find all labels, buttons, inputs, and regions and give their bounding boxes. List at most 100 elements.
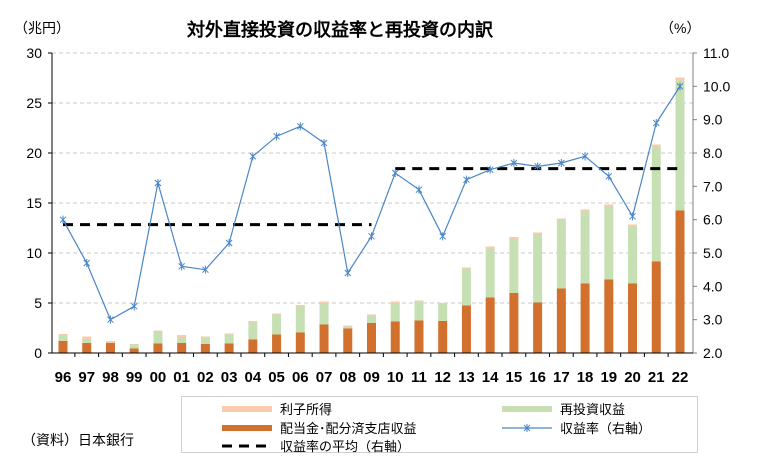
bar-segment-reinvest bbox=[675, 80, 685, 211]
bar-segment-dividend bbox=[319, 324, 329, 353]
x-axis-tick-label: 05 bbox=[268, 369, 285, 386]
bar-segment-reinvest bbox=[509, 239, 519, 293]
bar-segment-dividend bbox=[224, 343, 234, 353]
return-rate-point bbox=[249, 152, 257, 161]
left-axis-tick-label: 15 bbox=[26, 195, 42, 211]
bar-segment-reinvest bbox=[224, 334, 234, 344]
bar-segment-interest bbox=[580, 209, 590, 212]
x-axis-tick-label: 20 bbox=[624, 369, 641, 386]
bar-segment-dividend bbox=[580, 283, 590, 353]
return-rate-point bbox=[463, 175, 470, 184]
right-axis-tick-label: 6.0 bbox=[703, 212, 723, 228]
x-axis-tick-label: 03 bbox=[221, 369, 238, 386]
x-axis-tick-label: 02 bbox=[197, 369, 214, 386]
x-axis-tick-label: 21 bbox=[648, 369, 665, 386]
x-axis-tick-label: 04 bbox=[245, 369, 262, 386]
x-axis-tick-label: 08 bbox=[339, 369, 356, 386]
bar-segment-interest bbox=[675, 77, 685, 81]
legend-label: 利子所得 bbox=[280, 402, 333, 417]
bar-segment-reinvest bbox=[58, 336, 68, 341]
return-rate-point bbox=[629, 212, 636, 221]
return-rate-point bbox=[605, 172, 613, 181]
x-axis-tick-label: 22 bbox=[672, 369, 689, 386]
bar-segment-dividend bbox=[509, 293, 519, 353]
bar-segment-dividend bbox=[82, 343, 92, 353]
return-rate-point bbox=[296, 122, 304, 131]
left-axis-unit: （兆円） bbox=[14, 20, 70, 36]
right-axis-tick-label: 11.0 bbox=[703, 45, 729, 61]
bar-segment-reinvest bbox=[272, 314, 282, 335]
bar-segment-reinvest bbox=[248, 322, 258, 340]
x-axis-tick-label: 01 bbox=[173, 369, 190, 386]
source-note: （資料）日本銀行 bbox=[22, 432, 134, 448]
bar-segment-dividend bbox=[461, 305, 471, 353]
x-axis-tick-label: 09 bbox=[363, 369, 380, 386]
bar-segment-interest bbox=[651, 144, 661, 147]
bar-segment-interest bbox=[177, 335, 187, 337]
bar-segment-reinvest bbox=[153, 331, 163, 344]
bar-segment-dividend bbox=[248, 339, 258, 353]
bar-segment-interest bbox=[461, 267, 471, 269]
bar-segment-interest bbox=[129, 344, 139, 345]
bar-segment-reinvest bbox=[556, 219, 566, 289]
bar-segment-interest bbox=[485, 246, 495, 249]
x-axis-tick-label: 99 bbox=[126, 369, 143, 386]
x-axis-tick-label: 07 bbox=[316, 369, 333, 386]
return-rate-point bbox=[439, 232, 447, 241]
return-rate-point bbox=[415, 185, 423, 194]
x-axis-tick-label: 13 bbox=[458, 369, 475, 386]
legend-swatch-dividend bbox=[222, 424, 272, 431]
return-rate-point bbox=[130, 302, 138, 311]
bar-segment-reinvest bbox=[438, 304, 448, 321]
bar-segment-reinvest bbox=[533, 234, 543, 303]
bar-segment-reinvest bbox=[200, 337, 210, 344]
return-rate-point bbox=[202, 265, 209, 274]
bar-segment-dividend bbox=[105, 343, 115, 353]
legend-item-dividend: 配当金･配分済支店収益 bbox=[222, 418, 417, 437]
bar-segment-interest bbox=[82, 336, 92, 339]
return-rate-point bbox=[225, 239, 233, 247]
legend-swatch-rate bbox=[502, 423, 552, 433]
bar-segment-interest bbox=[343, 325, 353, 327]
return-rate-point bbox=[154, 179, 162, 187]
bar-segment-interest bbox=[367, 314, 376, 316]
bar-segment-dividend bbox=[272, 334, 282, 353]
bar-segment-interest bbox=[224, 333, 234, 335]
bar-segment-dividend bbox=[58, 341, 68, 353]
return-rate-point bbox=[676, 82, 684, 91]
legend-swatch-average bbox=[222, 441, 272, 451]
bar-segment-dividend bbox=[414, 320, 424, 353]
bar-segment-interest bbox=[272, 313, 282, 315]
bar-segment-dividend bbox=[177, 343, 187, 353]
x-axis-tick-label: 97 bbox=[78, 369, 95, 386]
legend-item-reinvest: 再投資収益 bbox=[502, 399, 625, 418]
return-rate-point bbox=[59, 215, 67, 224]
legend-swatch-reinvest bbox=[502, 405, 552, 412]
right-axis-tick-label: 4.0 bbox=[703, 278, 723, 294]
bar-segment-dividend bbox=[651, 261, 661, 353]
bar-segment-reinvest bbox=[628, 226, 638, 284]
x-axis-tick-label: 06 bbox=[292, 369, 309, 386]
legend-label: 収益率（右軸） bbox=[560, 421, 652, 436]
x-axis-tick-label: 16 bbox=[529, 369, 546, 386]
x-axis-tick-label: 96 bbox=[55, 369, 72, 386]
bar-segment-interest bbox=[58, 334, 68, 336]
legend-swatch-interest bbox=[222, 405, 272, 412]
bar-segment-reinvest bbox=[604, 206, 614, 280]
right-axis-tick-label: 10.0 bbox=[703, 78, 730, 94]
left-axis-tick-label: 10 bbox=[26, 245, 42, 261]
x-axis-tick-label: 14 bbox=[482, 369, 499, 386]
legend: 利子所得 再投資収益 配当金･配分済支店収益 収益率（右軸） 収益率の平均（右軸… bbox=[181, 396, 698, 454]
bar-segment-reinvest bbox=[651, 146, 661, 262]
return-rate-point bbox=[486, 165, 494, 174]
bar-segment-interest bbox=[153, 330, 163, 332]
right-axis-unit: （%） bbox=[660, 20, 701, 36]
bar-segment-dividend bbox=[556, 288, 566, 353]
bar-segment-reinvest bbox=[580, 211, 590, 284]
bar-segment-interest bbox=[556, 218, 566, 220]
bar-segment-interest bbox=[533, 232, 543, 235]
bar-segment-reinvest bbox=[367, 315, 376, 323]
x-axis-tick-label: 98 bbox=[102, 369, 119, 386]
right-axis-tick-label: 7.0 bbox=[703, 178, 723, 194]
